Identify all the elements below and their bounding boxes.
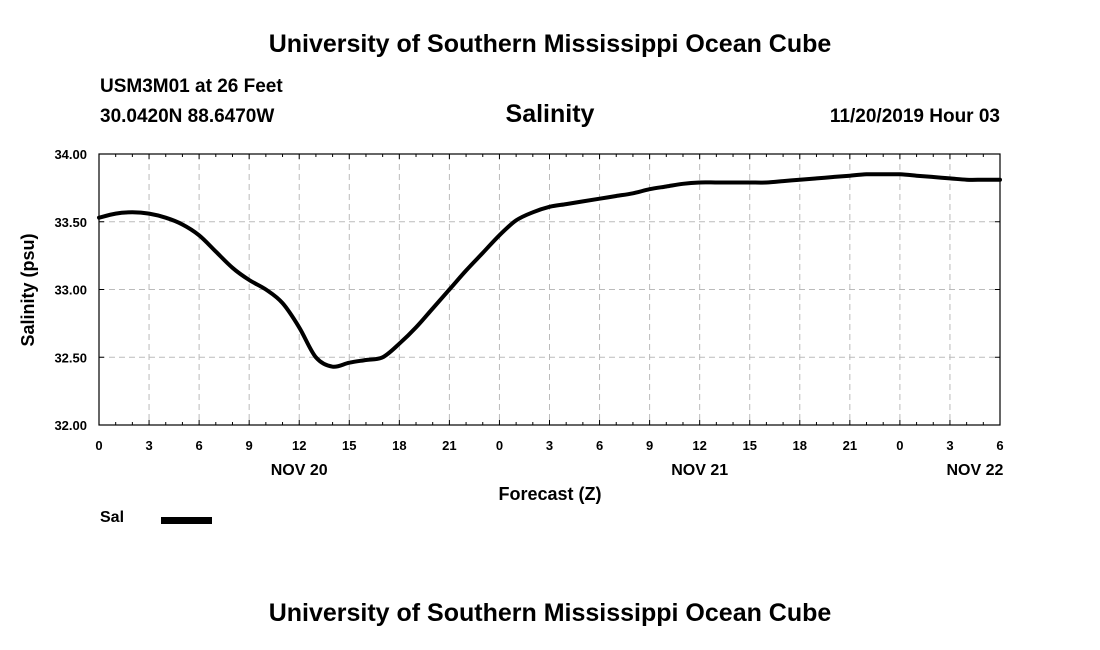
x-tick-label: 12 — [292, 438, 306, 453]
y-axis-label: Salinity (psu) — [18, 233, 38, 346]
timestamp-label: 11/20/2019 Hour 03 — [829, 106, 1000, 127]
x-tick-label: 3 — [546, 438, 553, 453]
x-tick-label: 15 — [342, 438, 356, 453]
x-tick-label: 3 — [946, 438, 953, 453]
day-label: NOV 22 — [947, 462, 1004, 479]
x-tick-label: 12 — [692, 438, 706, 453]
x-tick-label: 21 — [442, 438, 456, 453]
coordinates-label: 30.0420N 88.6470W — [100, 106, 275, 127]
series-line-sal — [97, 172, 1002, 369]
tick-layer: 32.00 32.50 33.00 33.50 34.00 0 3 6 9 12 15 18 21 0 3 6… — [54, 147, 1003, 479]
y-tick-label: 33.50 — [54, 215, 87, 230]
station-label: USM3M01 at 26 Feet — [100, 76, 283, 97]
grid-layer — [99, 154, 1000, 425]
x-tick-label: 0 — [496, 438, 503, 453]
x-axis-label: Forecast (Z) — [498, 484, 601, 504]
y-tick-label: 33.00 — [54, 283, 87, 298]
x-tick-label: 18 — [392, 438, 406, 453]
x-tick-label: 18 — [793, 438, 807, 453]
day-label: NOV 20 — [271, 462, 328, 479]
x-tick-label: 0 — [95, 438, 102, 453]
x-tick-label: 9 — [646, 438, 653, 453]
x-tick-label: 0 — [896, 438, 903, 453]
x-tick-label: 21 — [843, 438, 857, 453]
x-tick-label: 6 — [596, 438, 603, 453]
x-tick-label: 3 — [145, 438, 152, 453]
legend-entry-sal: Sal — [100, 509, 125, 526]
x-tick-label: 9 — [246, 438, 253, 453]
chart-title: Salinity — [505, 100, 595, 128]
day-label: NOV 21 — [671, 462, 728, 479]
x-tick-label: 6 — [996, 438, 1003, 453]
y-tick-label: 32.50 — [54, 350, 87, 365]
legend-swatch-sal — [161, 517, 212, 524]
x-tick-label: 15 — [742, 438, 756, 453]
y-tick-label: 32.00 — [54, 418, 87, 433]
header-title: University of Southern Mississippi Ocean… — [268, 30, 832, 58]
x-tick-label: 6 — [195, 438, 202, 453]
footer-title: University of Southern Mississippi Ocean… — [268, 599, 832, 627]
y-tick-label: 34.00 — [54, 147, 87, 162]
